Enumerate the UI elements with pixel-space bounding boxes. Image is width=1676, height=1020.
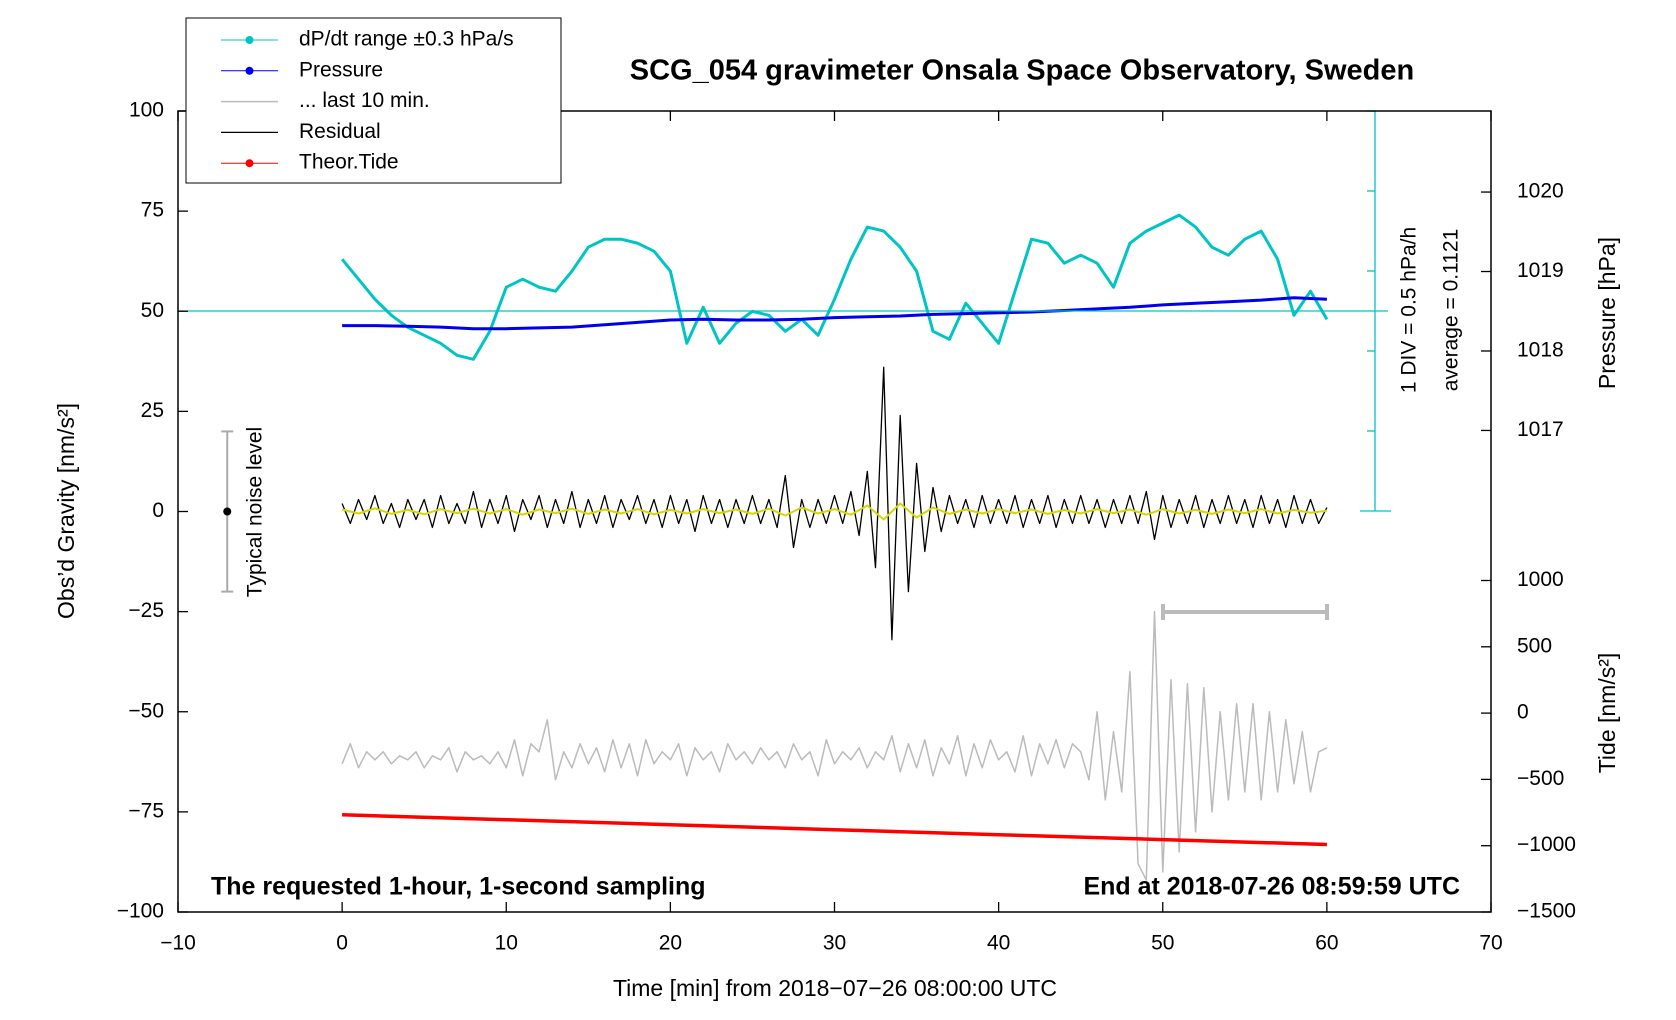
legend-marker	[245, 159, 254, 168]
legend-marker	[245, 36, 254, 44]
y3-axis-label: Tide [nm/s²]	[1594, 653, 1620, 774]
y-tick-label: −50	[128, 699, 164, 722]
series-line	[341, 502, 1328, 521]
y2-tick-label: 1020	[1517, 180, 1564, 203]
legend-marker	[245, 66, 254, 75]
plot-area	[221, 213, 1329, 881]
series-line	[342, 813, 1327, 847]
y2-tick-label: 1018	[1517, 339, 1564, 362]
y-tick-label: 0	[152, 499, 164, 522]
y-tick-label: 50	[141, 299, 164, 322]
x-tick-label: 30	[823, 932, 846, 955]
y3-tick-label: 1000	[1517, 568, 1564, 591]
legend-box	[185, 17, 562, 184]
x-tick-label: 0	[336, 932, 348, 955]
dpdt-scale-label: 1 DIV = 0.5 hPa/h	[1398, 227, 1421, 393]
y3-tick-label: −1000	[1517, 833, 1576, 856]
legend-label: Theor.Tide	[299, 151, 399, 174]
legend-label: ... last 10 min.	[299, 89, 430, 112]
legend-label: dP/dt range ±0.3 hPa/s	[299, 28, 514, 51]
series-line	[341, 610, 1328, 881]
x-tick-label: −10	[160, 932, 196, 955]
y-tick-label: 25	[141, 399, 164, 422]
average-label: average = 0.1121	[1440, 229, 1463, 392]
y-axis-label: Obs’d Gravity [nm/s²]	[53, 403, 79, 619]
noise-label: Typical noise level	[244, 427, 267, 597]
series-line	[340, 213, 1329, 361]
y-tick-label: 75	[141, 199, 164, 222]
x-tick-label: 10	[495, 932, 518, 955]
series-line	[342, 296, 1327, 331]
y2-tick-label: 1017	[1517, 418, 1564, 441]
y2-axis-label: Pressure [hPa]	[1594, 237, 1620, 389]
y-tick-label: 100	[129, 99, 164, 122]
y-tick-label: −75	[128, 799, 164, 822]
y3-tick-label: 500	[1517, 634, 1552, 657]
end-note: End at 2018-07-26 08:59:59 UTC	[1083, 873, 1460, 901]
y-tick-label: −100	[117, 900, 164, 923]
noise-center	[223, 507, 232, 516]
chart-title: SCG_054 gravimeter Onsala Space Observat…	[630, 55, 1414, 87]
legend: dP/dt range ±0.3 hPa/s Pressure ... last 1…	[185, 17, 562, 184]
last-window-bracket	[1161, 604, 1329, 620]
x-tick-label: 50	[1151, 932, 1174, 955]
x-axis-label: Time [min] from 2018−07−26 08:00:00 UTC	[613, 975, 1057, 1001]
y-tick-label: −25	[128, 599, 164, 622]
x-tick-label: 60	[1315, 932, 1338, 955]
plot-frame	[177, 110, 1492, 913]
sampling-note: The requested 1-hour, 1-second sampling	[211, 873, 706, 901]
y2-tick-label: 1019	[1517, 259, 1564, 282]
y3-tick-label: −500	[1517, 767, 1564, 790]
x-tick-label: 70	[1479, 932, 1502, 955]
y3-tick-label: 0	[1517, 701, 1529, 724]
x-tick-label: 40	[987, 932, 1010, 955]
x-tick-label: 20	[659, 932, 682, 955]
legend-label: Residual	[299, 120, 381, 143]
legend-label: Pressure	[299, 58, 383, 81]
y3-tick-label: −1500	[1517, 900, 1576, 923]
series-line	[341, 366, 1328, 641]
